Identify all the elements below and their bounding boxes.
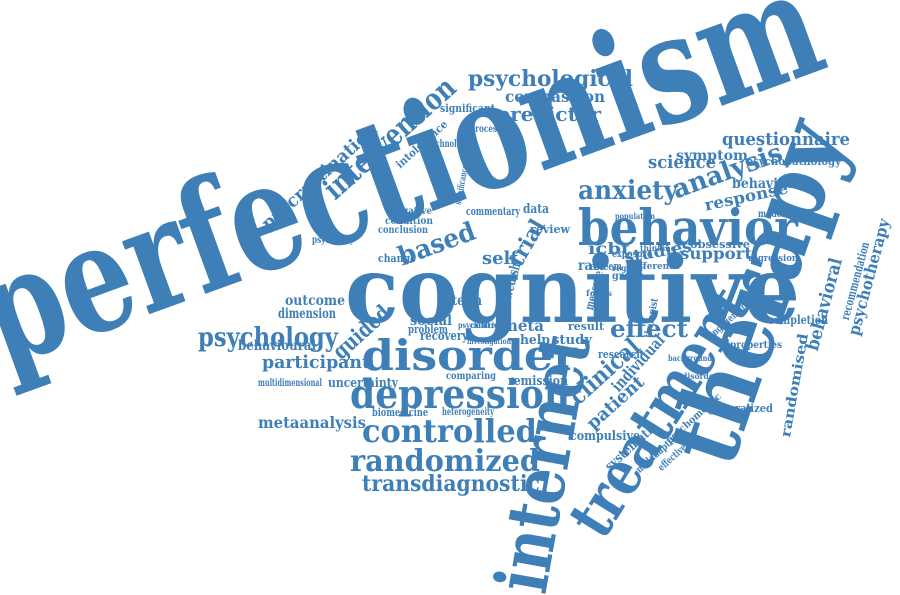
- cloud-word-moderation: moderation: [758, 209, 809, 221]
- cloud-word-cognitive: cognitive: [345, 236, 801, 345]
- cloud-word-change: change: [378, 252, 417, 266]
- cloud-word-behavior: behavior: [578, 198, 798, 257]
- cloud-word-investigation: investigation: [467, 335, 511, 346]
- cloud-word-uncertainty: uncertainty: [328, 375, 398, 391]
- cloud-word-anxiety: anxiety: [578, 175, 678, 206]
- cloud-word-symptom: symptom: [676, 148, 749, 165]
- cloud-word-help: help: [520, 332, 550, 348]
- cloud-word-research: research: [598, 348, 643, 362]
- cloud-word-obsessive: obsessive: [690, 238, 750, 252]
- cloud-word-regular: regular: [612, 262, 644, 273]
- cloud-word-regression: regression: [748, 253, 799, 264]
- cloud-word-psychiatry: psychiatry: [312, 235, 355, 247]
- cloud-word-remission: remission: [508, 373, 569, 389]
- cloud-word-biomedicine: biomedicine: [372, 406, 429, 420]
- cloud-word-behavioural: behavioural: [238, 338, 317, 355]
- cloud-word-predictor: predictor: [496, 102, 601, 127]
- cloud-word-self: self: [482, 247, 518, 269]
- cloud-word-processes: processes: [470, 124, 510, 136]
- cloud-word-outcome: outcome: [285, 293, 346, 310]
- cloud-word-behaviour: behaviour: [732, 176, 802, 193]
- cloud-word-disorder: disorder: [362, 331, 578, 381]
- cloud-word-focus: focus: [586, 287, 613, 298]
- cloud-word-science: science: [648, 151, 717, 173]
- cloud-word-completion: completion: [768, 312, 829, 327]
- cloud-word-psychology: psychology: [198, 322, 338, 353]
- cloud-word-disorders: disorders: [682, 370, 722, 381]
- cloud-word-randomized: randomized: [350, 443, 540, 479]
- cloud-word-dimension: dimension: [278, 306, 337, 323]
- cloud-word-meta: meta: [502, 315, 545, 335]
- cloud-word-conclusion: conclusion: [378, 225, 429, 237]
- cloud-word-controlled: controlled: [362, 412, 537, 451]
- cloud-word-psychiatric: psychiatric: [458, 319, 498, 330]
- cloud-word-effect: effect: [610, 314, 688, 344]
- cloud-word-metaanalysis: metaanalysis: [258, 412, 366, 432]
- cloud-word-questionnaire: questionnaire: [722, 128, 850, 150]
- cloud-word-depression: depression: [350, 370, 571, 418]
- cloud-word-exposure: exposure: [612, 249, 653, 261]
- cloud-word-population: population: [615, 210, 656, 221]
- cloud-word-group: group: [612, 271, 645, 283]
- cloud-word-comparing: comparing: [446, 371, 496, 383]
- cloud-word-commentary: commentary: [466, 205, 521, 219]
- cloud-word-data: data: [523, 201, 550, 217]
- cloud-word-heterogeneity: heterogeneity: [442, 407, 495, 419]
- cloud-word-social: social: [410, 313, 452, 330]
- cloud-word-control: control: [470, 319, 504, 330]
- cloud-word-condition: condition: [385, 216, 433, 228]
- cloud-word-technology: technology: [428, 139, 470, 151]
- cloud-word-thinking: thinking: [640, 242, 676, 253]
- cloud-word-esteem: esteem: [590, 260, 623, 274]
- cloud-word-result: result: [568, 320, 604, 334]
- cloud-word-difference: difference: [630, 261, 680, 272]
- cloud-word-recovery: recovery: [420, 328, 469, 344]
- cloud-word-rate: rate: [578, 258, 607, 275]
- cloud-word-problem: problem: [408, 323, 448, 337]
- cloud-word-participant: participant: [262, 351, 370, 373]
- cloud-word-support: support: [680, 243, 753, 263]
- cloud-word-significant: significant: [440, 102, 495, 116]
- cloud-word-psychopathology: psychopathology: [746, 155, 842, 169]
- cloud-word-psychological: psychological: [468, 65, 634, 92]
- cloud-word-properties: properties: [730, 340, 782, 352]
- cloud-word-study: study: [552, 332, 593, 348]
- cloud-word-generalized: generalized: [708, 402, 774, 416]
- cloud-word-review: review: [530, 223, 571, 237]
- cloud-word-transdiagnostic: transdiagnostic: [362, 470, 540, 497]
- cloud-word-icbt: icbt: [588, 238, 631, 258]
- cloud-word-multidimensional: multidimensional: [258, 378, 322, 390]
- cloud-word-compassion: compassion: [505, 86, 606, 106]
- cloud-word-compulsive: compulsive: [570, 428, 641, 444]
- cloud-word-negative: negative: [390, 206, 432, 218]
- cloud-word-term: term: [452, 293, 482, 310]
- cloud-word-background: background: [668, 352, 712, 363]
